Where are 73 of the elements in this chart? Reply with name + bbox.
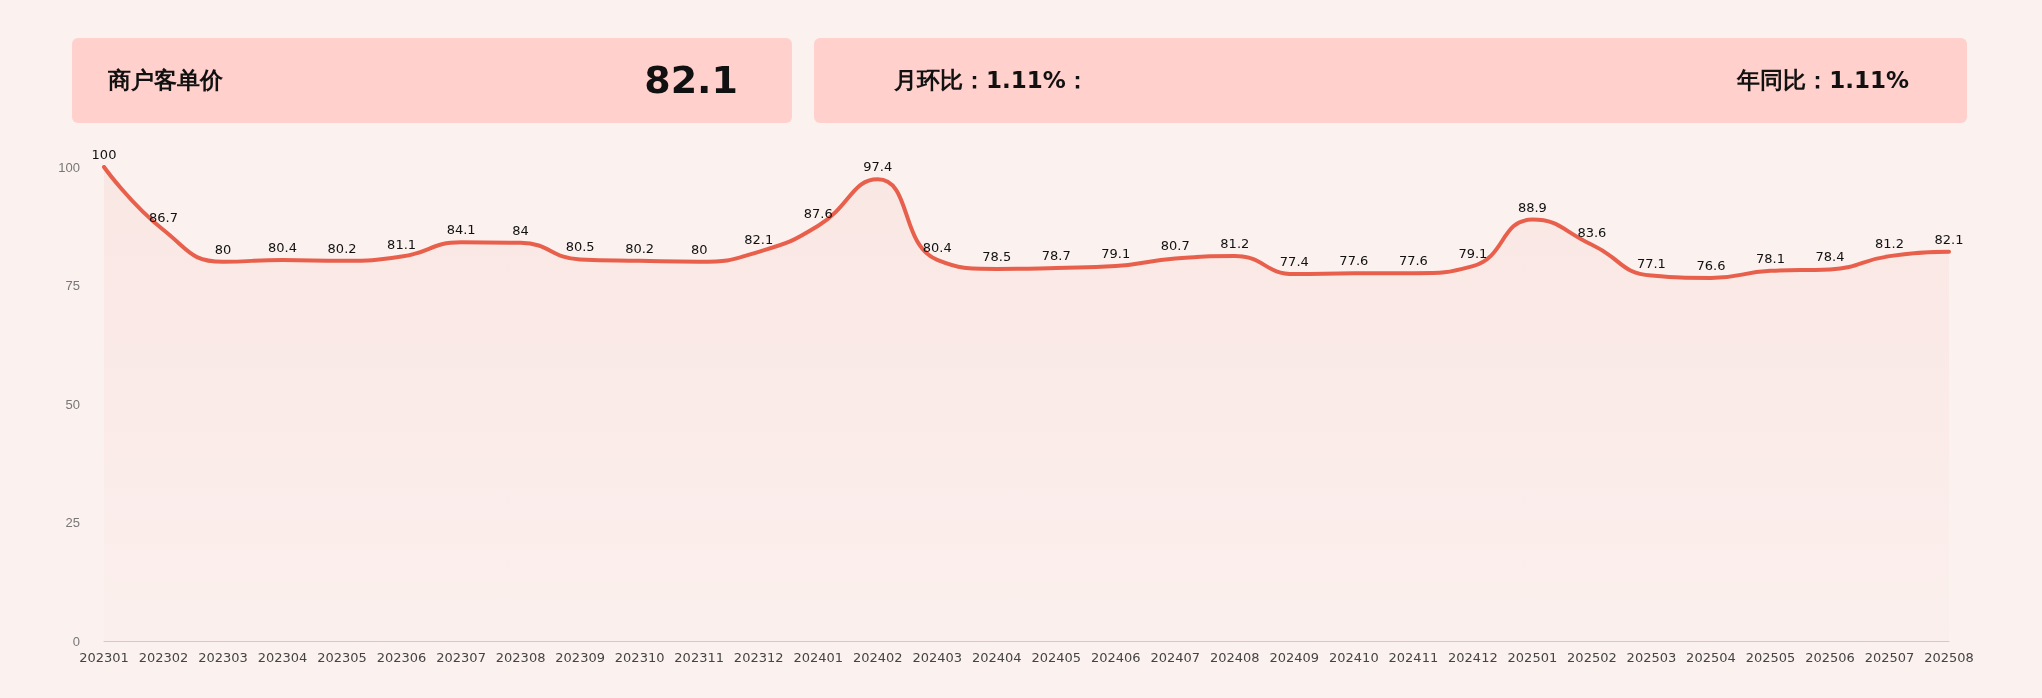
x-tick-label: 202503 — [1626, 650, 1677, 665]
data-label: 88.9 — [1517, 199, 1547, 215]
x-tick-label: 202402 — [852, 650, 903, 665]
x-tick-label: 202303 — [198, 650, 248, 665]
data-label: 77.6 — [1339, 253, 1369, 269]
x-tick-label: 202304 — [257, 650, 308, 665]
x-tick-label: 202307 — [436, 650, 486, 665]
data-label: 82.1 — [744, 231, 774, 247]
data-label: 80.5 — [565, 239, 595, 255]
x-tick-label: 202302 — [138, 650, 189, 665]
x-tick-label: 202407 — [1150, 650, 1201, 665]
x-tick-label: 202501 — [1507, 650, 1558, 665]
x-tick-label: 202508 — [1924, 650, 1974, 665]
text: 商户客单价 — [107, 67, 224, 93]
data-label: 76.6 — [1696, 257, 1726, 273]
x-tick-label: 202506 — [1805, 650, 1855, 665]
data-label: 80.4 — [268, 239, 298, 255]
x-tick-label: 202305 — [317, 650, 367, 665]
data-label: 77.1 — [1636, 255, 1666, 271]
y-tick-label: 75 — [65, 278, 80, 293]
data-label: 80 — [214, 241, 232, 257]
x-tick-label: 202405 — [1031, 650, 1082, 665]
x-tick-label: 202403 — [912, 650, 963, 665]
x-tick-label: 202411 — [1388, 650, 1439, 665]
data-label: 78.1 — [1755, 250, 1785, 266]
text: 年同比：1.11% — [1736, 67, 1909, 93]
data-label: 86.7 — [149, 210, 178, 226]
x-tick-label: 202404 — [971, 650, 1022, 665]
x-tick-label: 202309 — [555, 650, 605, 665]
x-tick-label: 202306 — [376, 650, 427, 665]
data-label: 83.6 — [1577, 224, 1607, 240]
data-label: 78.4 — [1815, 249, 1845, 265]
y-tick-label: 50 — [65, 396, 80, 412]
x-tick-label: 202409 — [1269, 650, 1320, 665]
data-label: 84.1 — [446, 222, 476, 238]
data-label: 80 — [690, 241, 708, 257]
text: 月环比：1.11%： — [893, 67, 1089, 93]
data-label: 79.1 — [1458, 246, 1488, 262]
x-tick-label: 202412 — [1448, 650, 1498, 665]
x-tick-label: 202505 — [1745, 650, 1796, 665]
data-label: 78.5 — [982, 248, 1012, 264]
data-label: 81.2 — [1875, 236, 1904, 252]
x-tick-label: 202401 — [793, 650, 844, 665]
data-label: 77.6 — [1398, 253, 1428, 269]
data-label: 82.1 — [1934, 231, 1964, 247]
y-tick-label: 0 — [72, 633, 80, 649]
x-tick-label: 202301 — [79, 650, 129, 665]
x-tick-label: 202408 — [1209, 650, 1260, 665]
x-tick-label: 202504 — [1686, 650, 1736, 665]
x-tick-label: 202308 — [495, 650, 546, 665]
data-label: 84 — [512, 222, 529, 238]
x-tick-label: 202502 — [1567, 650, 1617, 665]
data-label: 97.4 — [863, 159, 893, 175]
data-label: 81.2 — [1220, 236, 1250, 252]
data-label: 78.7 — [1041, 247, 1071, 263]
data-label: 80.7 — [1160, 238, 1190, 254]
data-label: 80.2 — [327, 240, 357, 256]
text: 82.1 — [644, 58, 738, 102]
x-tick-label: 202410 — [1329, 650, 1379, 665]
data-label: 81.1 — [387, 236, 417, 252]
x-tick-label: 202406 — [1090, 650, 1141, 665]
y-tick-label: 25 — [65, 515, 80, 530]
x-tick-label: 202312 — [733, 650, 784, 665]
data-label: 79.1 — [1101, 246, 1131, 262]
data-label: 100 — [91, 147, 117, 162]
x-tick-label: 202507 — [1864, 650, 1915, 665]
data-label: 80.4 — [922, 239, 952, 255]
data-label: 80.2 — [625, 240, 655, 256]
x-tick-label: 202310 — [614, 650, 665, 665]
y-tick-label: 100 — [58, 159, 80, 175]
data-label: 77.4 — [1279, 254, 1309, 270]
data-label: 87.6 — [803, 205, 833, 221]
x-tick-label: 202311 — [674, 650, 724, 665]
